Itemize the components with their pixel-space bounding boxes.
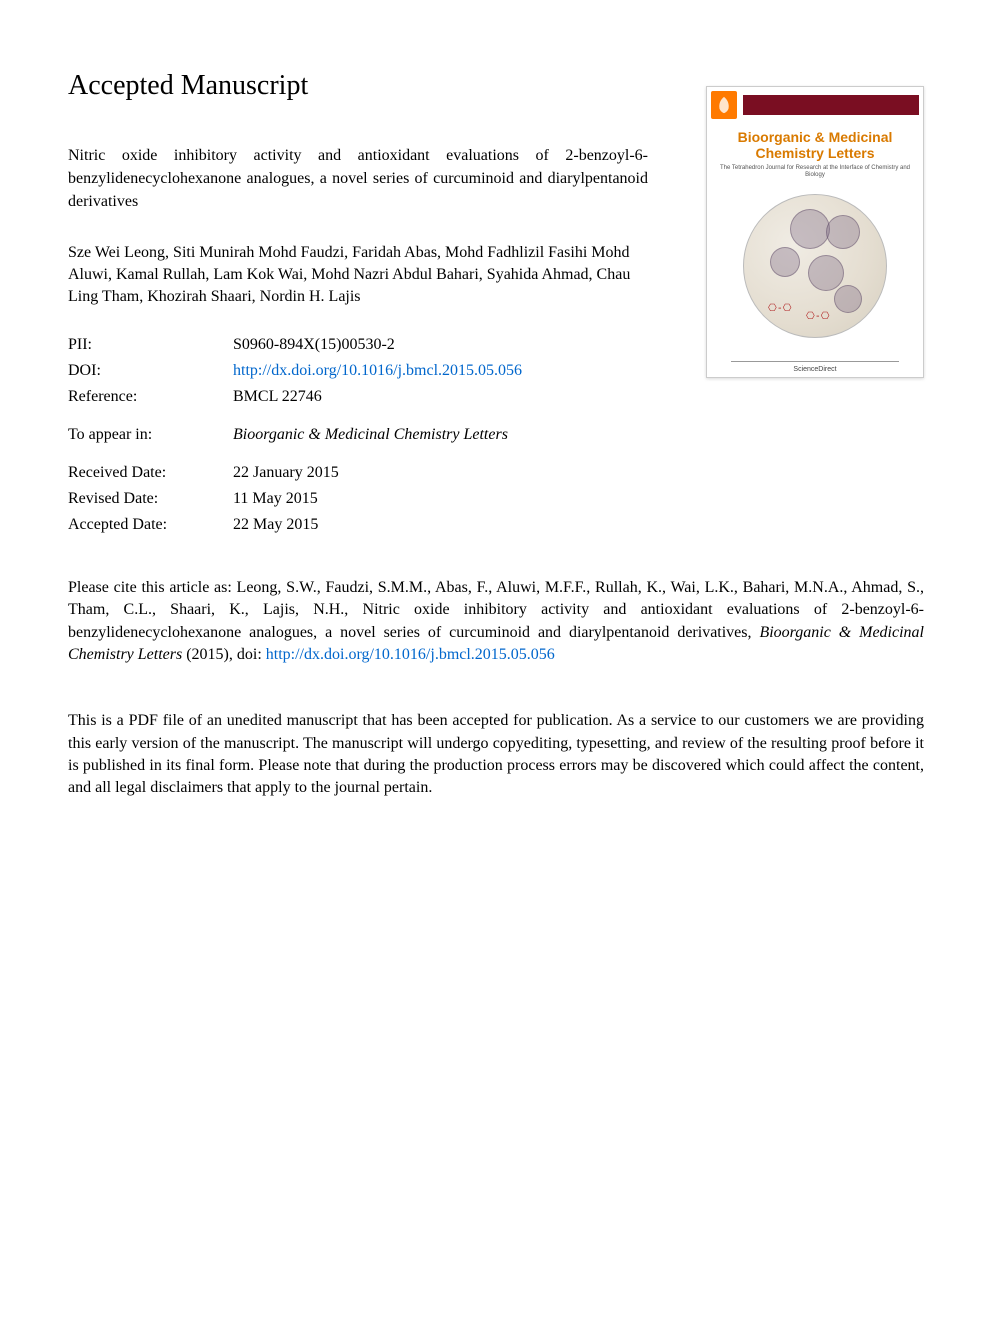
appear-value: Bioorganic & Medicinal Chemistry Letters <box>233 423 648 447</box>
article-title: Nitric oxide inhibitory activity and ant… <box>68 144 648 214</box>
meta-row-received: Received Date: 22 January 2015 <box>68 461 648 485</box>
citation-doi-link[interactable]: http://dx.doi.org/10.1016/j.bmcl.2015.05… <box>266 646 555 663</box>
meta-row-pii: PII: S0960-894X(15)00530-2 <box>68 333 648 357</box>
cover-journal-title: Bioorganic & Medicinal Chemistry Letters <box>707 123 923 163</box>
journal-cover: Bioorganic & Medicinal Chemistry Letters… <box>706 86 924 378</box>
cover-journal-subtitle: The Tetrahedron Journal for Research at … <box>707 163 923 185</box>
cover-footer: ScienceDirect <box>707 361 923 373</box>
meta-row-accepted: Accepted Date: 22 May 2015 <box>68 513 648 537</box>
meta-row-revised: Revised Date: 11 May 2015 <box>68 487 648 511</box>
doi-link[interactable]: http://dx.doi.org/10.1016/j.bmcl.2015.05… <box>233 362 522 379</box>
cover-footer-text: ScienceDirect <box>707 366 923 373</box>
pii-label: PII: <box>68 333 233 357</box>
received-label: Received Date: <box>68 461 233 485</box>
reference-label: Reference: <box>68 385 233 409</box>
disclaimer-text: This is a PDF file of an unedited manusc… <box>68 710 924 800</box>
left-column: Nitric oxide inhibitory activity and ant… <box>68 144 648 539</box>
accepted-value: 22 May 2015 <box>233 513 648 537</box>
accepted-label: Accepted Date: <box>68 513 233 537</box>
citation-block: Please cite this article as: Leong, S.W.… <box>68 577 924 667</box>
metadata-table: PII: S0960-894X(15)00530-2 DOI: http://d… <box>68 333 648 537</box>
author-list: Sze Wei Leong, Siti Munirah Mohd Faudzi,… <box>68 242 648 309</box>
meta-row-doi: DOI: http://dx.doi.org/10.1016/j.bmcl.20… <box>68 359 648 383</box>
meta-row-appear: To appear in: Bioorganic & Medicinal Che… <box>68 423 648 447</box>
doi-label: DOI: <box>68 359 233 383</box>
revised-label: Revised Date: <box>68 487 233 511</box>
citation-year: (2015), doi: <box>182 646 266 663</box>
reference-value: BMCL 22746 <box>233 385 648 409</box>
received-value: 22 January 2015 <box>233 461 648 485</box>
meta-row-reference: Reference: BMCL 22746 <box>68 385 648 409</box>
cover-topbar <box>707 87 923 123</box>
pii-value: S0960-894X(15)00530-2 <box>233 333 648 357</box>
doi-value: http://dx.doi.org/10.1016/j.bmcl.2015.05… <box>233 359 648 383</box>
revised-value: 11 May 2015 <box>233 487 648 511</box>
appear-label: To appear in: <box>68 423 233 447</box>
cover-art-icon: ⎔-⎔ ⎔-⎔ <box>743 194 887 338</box>
elsevier-logo-icon <box>711 91 737 119</box>
cover-issn-band <box>743 95 919 115</box>
journal-cover-thumbnail: Bioorganic & Medicinal Chemistry Letters… <box>706 86 924 378</box>
